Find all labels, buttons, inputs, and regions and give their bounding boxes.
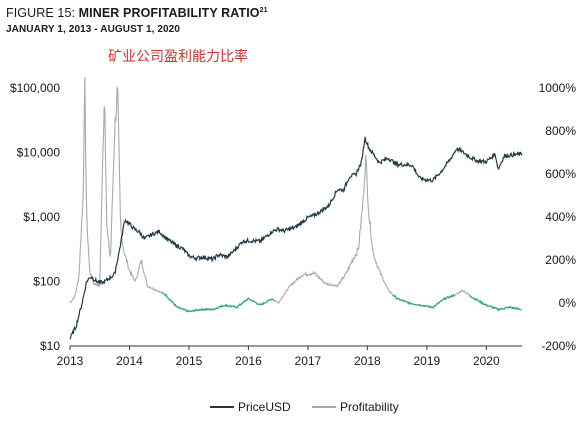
x-tick-label: 2015 — [176, 354, 203, 368]
right-tick-label: 0% — [559, 296, 577, 310]
right-tick-label: 600% — [545, 167, 576, 181]
left-axis: $10 $100 $1,000 $10,000 $100,000 — [10, 81, 60, 353]
series-layer — [69, 76, 523, 340]
right-tick-label: 800% — [545, 124, 576, 138]
x-tick-label: 2016 — [235, 354, 262, 368]
title-footnote: 21 — [259, 6, 268, 14]
chinese-annotation: 矿业公司盈利能力比率 — [108, 49, 248, 65]
left-tick-label: $100,000 — [10, 81, 60, 95]
x-tick-label: 2017 — [295, 354, 322, 368]
left-tick-label: $10 — [40, 339, 60, 353]
figure-label: FIGURE 15: — [6, 6, 79, 20]
x-axis: 2013 2014 2015 2016 2017 2018 2019 2020 — [57, 345, 522, 368]
right-tick-label: 200% — [545, 253, 576, 267]
x-tick-label: 2019 — [413, 354, 440, 368]
legend-label-price: PriceUSD — [238, 400, 291, 414]
profitability-line — [69, 76, 523, 313]
chart-subtitle: JANUARY 1, 2013 - AUGUST 1, 2020 — [6, 24, 181, 35]
legend-label-profitability: Profitability — [340, 400, 399, 414]
profitability-low-segment — [161, 291, 521, 313]
title-text: MINER PROFITABILITY RATIO — [78, 6, 260, 20]
right-tick-label: 400% — [545, 210, 576, 224]
x-tick-label: 2014 — [116, 354, 143, 368]
right-axis: -200% 0% 200% 400% 600% 800% 1000% — [539, 81, 577, 353]
x-tick-label: 2020 — [473, 354, 500, 368]
chart-title: FIGURE 15: MINER PROFITABILITY RATIO21 — [6, 6, 268, 20]
x-tick-label: 2018 — [354, 354, 381, 368]
left-tick-label: $100 — [33, 275, 60, 289]
left-tick-label: $10,000 — [17, 146, 61, 160]
right-tick-label: 1000% — [539, 81, 577, 95]
x-tick-label: 2013 — [57, 354, 84, 368]
right-tick-label: -200% — [541, 339, 576, 353]
left-tick-label: $1,000 — [23, 210, 60, 224]
legend: PriceUSD Profitability — [210, 400, 399, 414]
price-usd-line — [69, 136, 523, 340]
